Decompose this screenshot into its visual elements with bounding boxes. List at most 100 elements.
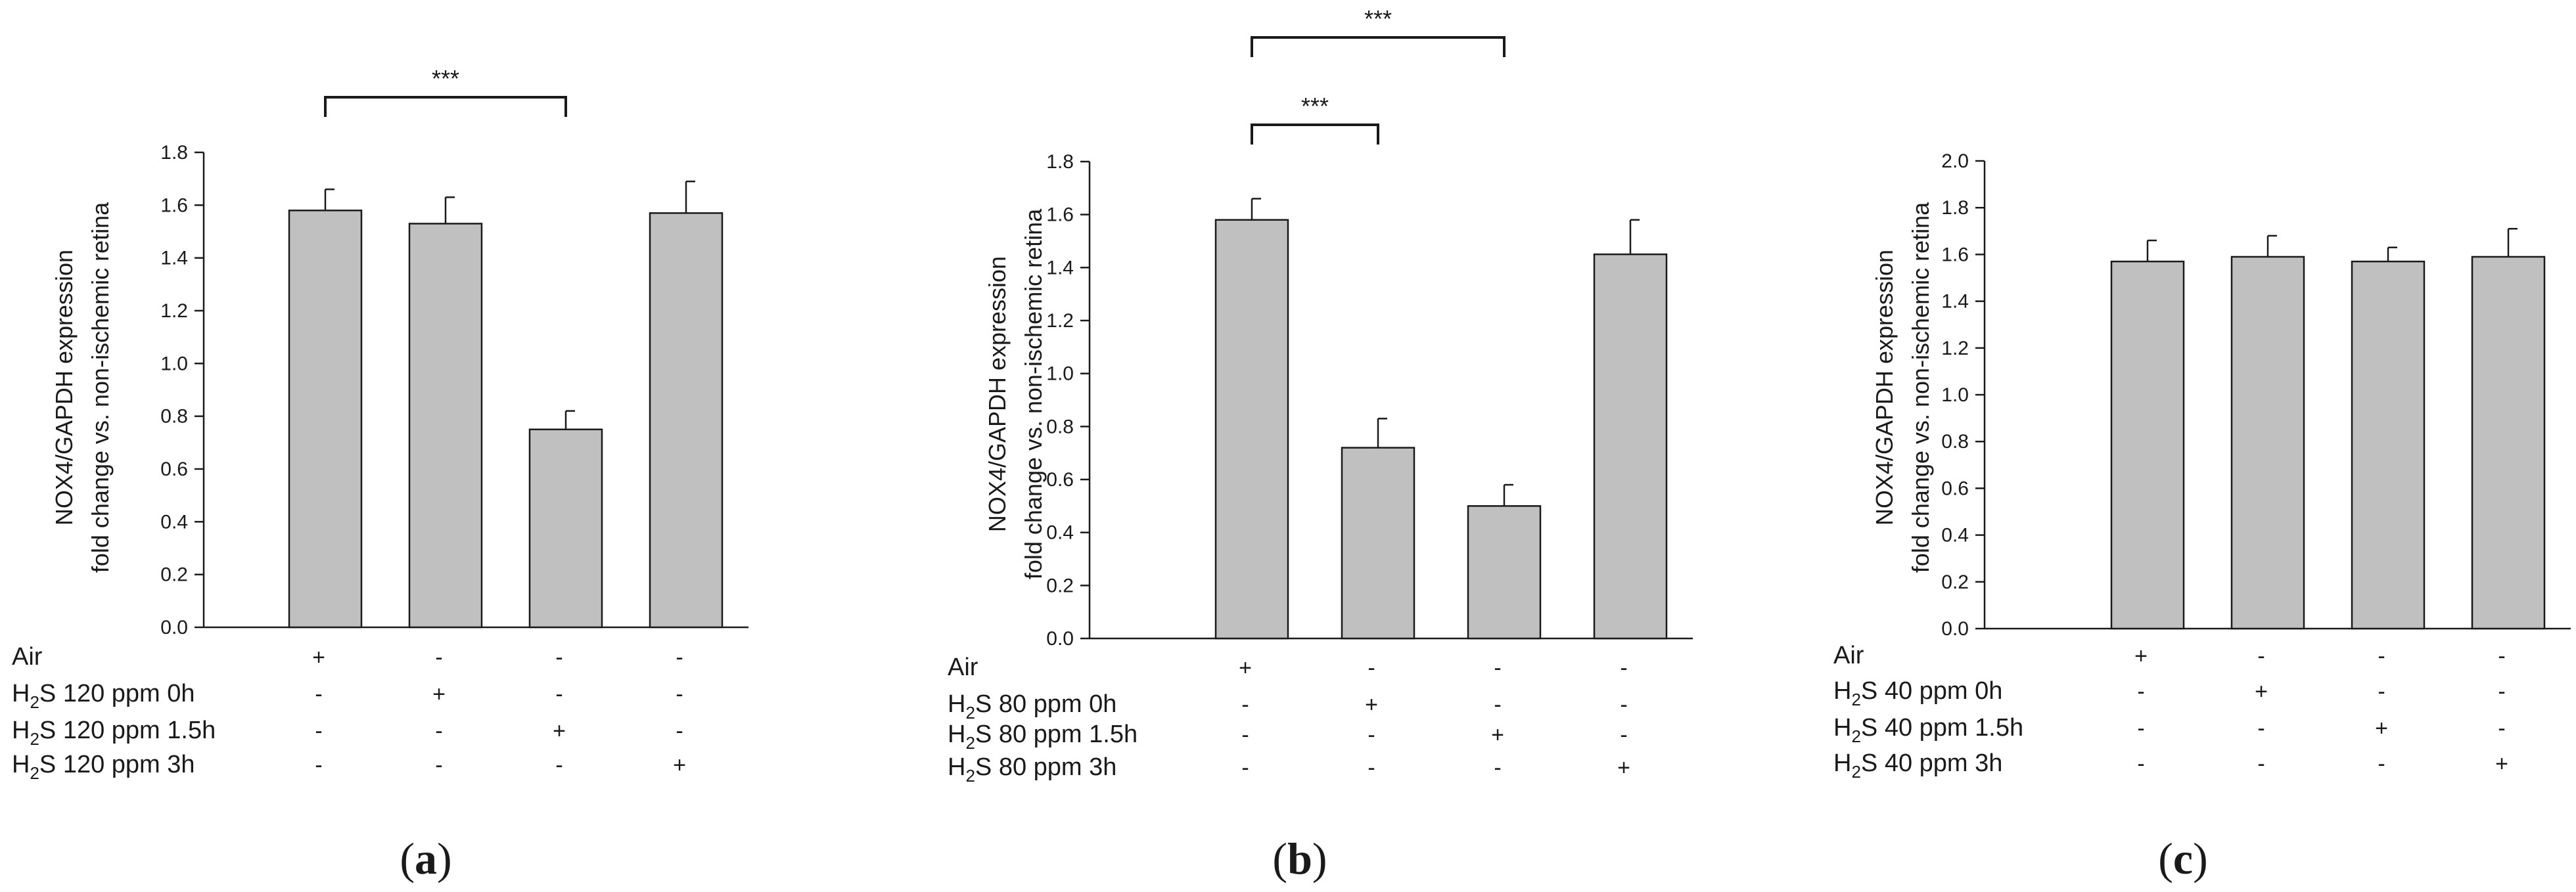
minus-sign: -	[1241, 692, 1249, 717]
panel-label: (c)	[2158, 834, 2208, 883]
condition-label-prefix: Air	[948, 654, 978, 681]
minus-sign: -	[2498, 644, 2505, 669]
panel-label-letter: c	[2173, 834, 2193, 883]
minus-sign: -	[2257, 644, 2265, 669]
panel-label-open: (	[400, 834, 415, 883]
condition-label-rest: S 80 ppm 3h	[975, 753, 1116, 781]
minus-sign: -	[2257, 716, 2265, 741]
panel-c: 0.0 0.2 0.4 0.6 0.8 1.0 1.2 1.4 1.6 1.8 2.0 NOX4/GA…	[1833, 150, 2571, 883]
y-axis-label: NOX4/GAPDH expression	[1871, 250, 1898, 525]
bar	[649, 212, 724, 629]
y-tick-label: 1.2	[160, 300, 188, 322]
condition-label-rest: S 120 ppm 1.5h	[39, 717, 216, 744]
minus-sign: -	[1620, 656, 1627, 680]
y-tick-label: 1.0	[1941, 384, 1969, 406]
panel-label-letter: b	[1287, 834, 1312, 883]
y-tick-label: 0.8	[160, 406, 188, 428]
y-tick-label: 1.4	[1941, 291, 1969, 313]
bar	[1593, 253, 1668, 640]
condition-label-prefix: H	[12, 751, 30, 778]
y-tick-label: 1.8	[1046, 151, 1074, 173]
y-tick-label: 1.8	[160, 142, 188, 164]
panel-label: (b)	[1272, 834, 1327, 883]
minus-sign: -	[555, 753, 563, 778]
significance-label: ***	[1301, 93, 1329, 120]
panel-label-letter: a	[415, 834, 437, 883]
minus-sign: -	[435, 719, 442, 744]
y-tick-label: 1.6	[1046, 204, 1074, 226]
condition-label-rest: S 40 ppm 0h	[1861, 677, 2002, 705]
condition-label: Air	[948, 654, 978, 681]
plus-sign: +	[2134, 644, 2148, 669]
y-tick-label: 0.0	[1941, 618, 1969, 640]
plus-sign: +	[2255, 679, 2268, 704]
y-tick-label: 0.2	[1941, 571, 1969, 593]
bar	[288, 210, 363, 629]
minus-sign: -	[2498, 716, 2505, 741]
minus-sign: -	[555, 645, 563, 670]
subscript: 2	[965, 703, 975, 723]
minus-sign: -	[676, 682, 683, 707]
panel-label: (a)	[400, 834, 451, 883]
y-axis-label: fold change vs. non-ischemic retina	[87, 202, 114, 573]
subscript: 2	[1851, 726, 1860, 746]
minus-sign: -	[676, 645, 683, 670]
minus-sign: -	[2137, 751, 2144, 776]
condition-label-prefix: H	[12, 680, 30, 707]
y-tick-label: 0.6	[1941, 478, 1969, 499]
y-tick-label: 0.0	[160, 617, 188, 638]
bar	[2110, 260, 2185, 630]
condition-label: H2S 40 ppm 3h	[1833, 749, 2002, 782]
y-tick-label: 0.8	[1941, 431, 1969, 453]
minus-sign: -	[315, 753, 322, 778]
y-axis-label: NOX4/GAPDH expression	[51, 250, 78, 525]
condition-label-prefix: Air	[1833, 642, 1864, 669]
bar	[408, 223, 483, 629]
minus-sign: -	[2378, 644, 2385, 669]
condition-label-prefix: H	[12, 717, 30, 744]
y-tick-label: 1.0	[1046, 363, 1074, 385]
condition-label-rest: S 120 ppm 0h	[39, 680, 195, 707]
condition-label-prefix: H	[1833, 714, 1851, 742]
y-tick-label: 0.6	[160, 458, 188, 480]
condition-label: H2S 80 ppm 0h	[948, 690, 1116, 723]
significance-bracket	[1251, 123, 1379, 145]
minus-sign: -	[2378, 751, 2385, 776]
condition-label: Air	[1833, 642, 1864, 669]
condition-label-prefix: H	[948, 753, 965, 781]
condition-label: H2S 80 ppm 3h	[948, 753, 1116, 786]
subscript: 2	[965, 766, 975, 786]
y-axis-label: NOX4/GAPDH expression	[984, 256, 1011, 532]
bar	[528, 428, 603, 629]
significance-bracket	[1251, 36, 1506, 57]
plus-sign: +	[2495, 751, 2508, 776]
plus-sign: +	[432, 682, 446, 707]
panel-label-close: )	[1312, 834, 1327, 883]
plus-sign: +	[1365, 692, 1378, 717]
condition-label-prefix: Air	[12, 643, 43, 671]
condition-label: H2S 40 ppm 0h	[1833, 677, 2002, 709]
y-tick-label: 0.2	[1046, 575, 1074, 596]
y-tick-label: 0.8	[1046, 416, 1074, 437]
significance-label: ***	[1364, 5, 1392, 32]
significance-bracket	[324, 96, 567, 117]
minus-sign: -	[1494, 656, 1501, 680]
minus-sign: -	[1241, 723, 1249, 747]
y-axis-label: fold change vs. non-ischemic retina	[1020, 208, 1047, 579]
plus-sign: +	[1491, 723, 1504, 747]
y-tick-label: 1.0	[160, 353, 188, 374]
subscript: 2	[1851, 690, 1860, 709]
panel-label-close: )	[2193, 834, 2208, 883]
y-tick-label: 0.6	[1046, 469, 1074, 491]
panel-b: 0.0 0.2 0.4 0.6 0.8 1.0 1.2 1.4 1.6 1.8 NOX4/GAPDH…	[948, 5, 1693, 883]
minus-sign: -	[2378, 679, 2385, 704]
subscript: 2	[965, 733, 975, 753]
y-tick-label: 0.4	[1941, 525, 1969, 546]
condition-label-prefix: H	[1833, 749, 1851, 777]
minus-sign: -	[1494, 692, 1501, 717]
minus-sign: -	[555, 682, 563, 707]
minus-sign: -	[2257, 751, 2265, 776]
panel-label-close: )	[437, 834, 452, 883]
plus-sign: +	[673, 753, 686, 778]
